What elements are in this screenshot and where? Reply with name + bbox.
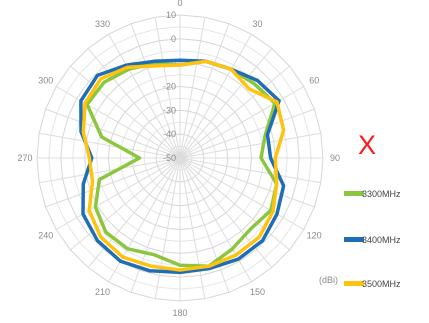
legend-label-3300mhz: 3300MHz — [362, 189, 401, 199]
radial-tick-label: 0 — [171, 34, 176, 44]
angle-tick-label: 240 — [38, 231, 53, 241]
angle-tick-label: 180 — [172, 308, 187, 318]
series-line-3400mhz — [79, 58, 286, 275]
grid-spoke — [87, 157, 181, 268]
grid-spoke — [179, 65, 290, 159]
grid-spoke — [55, 157, 181, 230]
legend-item-3300mhz: 3300MHz — [344, 188, 429, 200]
grid-spoke — [39, 157, 181, 184]
angle-tick-label: 0 — [177, 0, 182, 8]
grid-spoke — [179, 17, 206, 159]
radial-tick-label: -20 — [163, 82, 176, 92]
grid-spoke — [179, 23, 230, 159]
grid-spoke — [130, 23, 181, 159]
grid-spoke — [70, 157, 181, 251]
series-line-3500mhz — [81, 59, 286, 272]
radial-tick-label: -50 — [163, 153, 176, 163]
radial-tick-label: -30 — [163, 105, 176, 115]
legend-label-3500mhz: 3500MHz — [362, 279, 401, 289]
angle-tick-label: 60 — [309, 76, 319, 86]
grid-spoke — [179, 33, 252, 159]
angle-tick-label: 30 — [252, 19, 262, 29]
grid-spoke — [179, 157, 315, 208]
cross-mark: X — [358, 130, 377, 160]
legend-swatch-3500mhz — [344, 281, 364, 286]
angle-tick-label: 90 — [330, 153, 340, 163]
series-lines — [79, 58, 286, 275]
grid-spoke — [108, 33, 181, 159]
angle-tick-label: 330 — [95, 19, 110, 29]
angle-tick-label: 150 — [250, 287, 265, 297]
radial-tick-label: -40 — [163, 129, 176, 139]
angle-tick-label: 270 — [17, 153, 32, 163]
grid-spoke — [70, 65, 181, 159]
legend-swatch-3300mhz — [344, 191, 364, 196]
grid-spoke — [55, 86, 181, 159]
legend-item-3400mhz: 3400MHz — [344, 234, 429, 246]
grid-spoke — [179, 157, 321, 184]
grid-spoke — [39, 132, 181, 159]
radial-tick-label: 10 — [166, 10, 176, 20]
grid-spoke — [179, 86, 305, 159]
legend-label-3400mhz: 3400MHz — [362, 235, 401, 245]
grid-spoke — [154, 157, 181, 299]
grid-spoke — [179, 108, 315, 159]
polar-grid — [36, 14, 324, 302]
angle-tick-labels: 0 30 60 90 120 150 180 210 240 270 300 330 — [17, 0, 340, 318]
grid-spoke — [154, 17, 181, 159]
grid-spoke — [45, 157, 181, 208]
grid-spoke — [179, 48, 273, 159]
grid-spoke — [179, 157, 290, 251]
grid-spoke — [179, 157, 252, 283]
grid-spoke — [45, 108, 181, 159]
radial-unit-label: (dBi) — [319, 275, 339, 285]
series-line-3300mhz — [85, 59, 279, 268]
grid-spoke — [87, 48, 181, 159]
grid-spoke — [130, 157, 181, 293]
grid-spoke — [179, 157, 206, 299]
legend-swatch-3400mhz — [344, 237, 364, 242]
angle-tick-label: 300 — [38, 76, 53, 86]
grid-spoke — [179, 157, 230, 293]
angle-tick-label: 210 — [95, 287, 110, 297]
legend-item-3500mhz: 3500MHz — [344, 278, 429, 290]
grid-spoke — [179, 157, 305, 230]
grid-spoke — [179, 132, 321, 159]
grid-spoke — [179, 157, 273, 268]
angle-tick-label: 120 — [307, 231, 322, 241]
